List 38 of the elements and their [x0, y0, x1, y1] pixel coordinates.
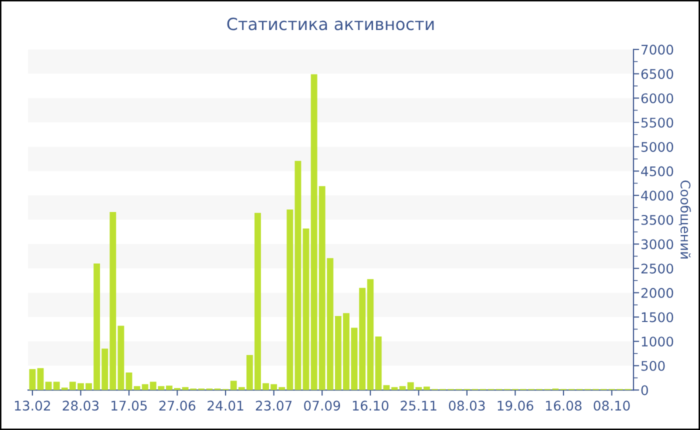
y-tick-label: 6500 [641, 68, 674, 79]
x-tick-label: 27.06 [159, 400, 196, 411]
x-tick-label: 19.06 [498, 400, 534, 411]
x-tick-label: 16.10 [352, 400, 388, 411]
y-tick-label: 4000 [641, 190, 674, 201]
y-tick-label: 4500 [641, 166, 674, 176]
bar [391, 387, 398, 390]
x-tick-label: 16.08 [546, 400, 582, 411]
y-tick-label: 3500 [641, 214, 674, 225]
y-tick-label: 6000 [641, 93, 674, 104]
y-tick-label: 5500 [641, 118, 674, 128]
chart-title: Статистика активности [227, 18, 434, 30]
x-tick-label: 23.07 [256, 400, 292, 411]
y-axis-title: Сообщений [678, 180, 691, 258]
y-tick-label: 0 [641, 385, 648, 396]
y-tick-label: 5000 [641, 142, 674, 152]
bar [29, 369, 36, 390]
y-tick-label: 1000 [642, 336, 674, 347]
x-tick-label: 28.03 [62, 400, 99, 411]
x-tick-label: 08.03 [448, 400, 485, 411]
bar [45, 382, 52, 390]
y-tick-label: 500 [641, 360, 665, 371]
y-tick-label: 2500 [641, 264, 674, 274]
x-tick-label: 08.10 [594, 400, 630, 411]
x-tick-label: 24.01 [208, 400, 244, 411]
bar [37, 368, 44, 390]
y-tick-label: 7000 [642, 44, 674, 55]
x-tick-label: 13.02 [14, 400, 50, 411]
bar [302, 228, 310, 390]
bar [383, 385, 390, 390]
x-tick-label: 17.05 [112, 400, 147, 411]
y-tick-label: 1500 [642, 312, 674, 322]
x-tick-label: 25.11 [400, 400, 436, 411]
y-tick-label: 2000 [641, 288, 674, 298]
x-tick-label: 07.09 [304, 400, 340, 411]
y-tick-label: 3000 [641, 239, 674, 250]
bar [126, 372, 132, 390]
bar [134, 386, 140, 390]
